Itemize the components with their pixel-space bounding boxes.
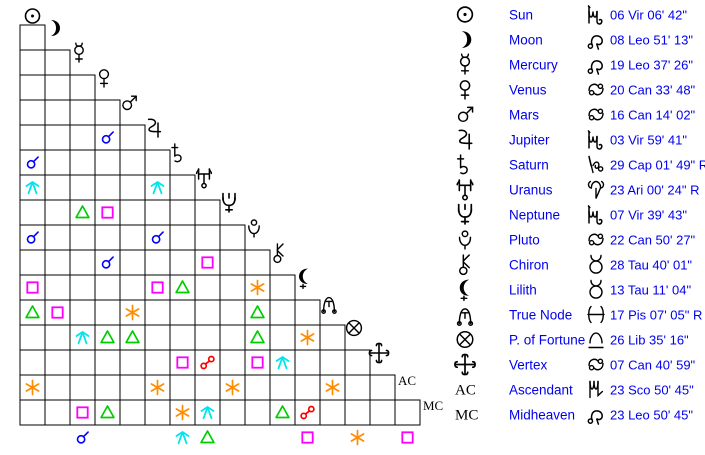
- svg-text:13 Tau 11' 04": 13 Tau 11' 04": [610, 283, 691, 298]
- svg-text:23 Ari 00' 24" R: 23 Ari 00' 24" R: [610, 183, 699, 198]
- svg-text:Moon: Moon: [509, 33, 543, 48]
- svg-text:Uranus: Uranus: [509, 183, 553, 198]
- svg-text:Pluto: Pluto: [509, 233, 540, 248]
- svg-text:Mercury: Mercury: [509, 58, 558, 73]
- svg-text:Sun: Sun: [509, 8, 533, 23]
- svg-text:29 Cap 01' 49" R: 29 Cap 01' 49" R: [610, 158, 705, 173]
- svg-text:Jupiter: Jupiter: [509, 133, 550, 148]
- svg-text:22 Can 50' 27": 22 Can 50' 27": [610, 233, 696, 248]
- svg-text:16 Can 14' 02": 16 Can 14' 02": [610, 108, 696, 123]
- svg-text:Neptune: Neptune: [509, 208, 560, 223]
- svg-text:07 Vir 39' 43": 07 Vir 39' 43": [610, 208, 687, 223]
- svg-text:07 Can 40' 59": 07 Can 40' 59": [610, 358, 696, 373]
- svg-text:08 Leo 51' 13": 08 Leo 51' 13": [610, 33, 693, 48]
- svg-text:23 Sco 50' 45": 23 Sco 50' 45": [610, 383, 694, 398]
- svg-text:Chiron: Chiron: [509, 258, 549, 273]
- svg-text:19 Leo 37' 26": 19 Leo 37' 26": [610, 58, 693, 73]
- svg-text:Ascendant: Ascendant: [509, 383, 573, 398]
- svg-text:MC: MC: [455, 408, 478, 424]
- svg-text:P. of Fortune: P. of Fortune: [509, 333, 585, 348]
- svg-text:26 Lib 35' 16": 26 Lib 35' 16": [610, 333, 689, 348]
- svg-text:20 Can 33' 48": 20 Can 33' 48": [610, 83, 696, 98]
- svg-text:23 Leo 50' 45": 23 Leo 50' 45": [610, 408, 693, 423]
- svg-text:AC: AC: [455, 383, 476, 399]
- svg-text:Vertex: Vertex: [509, 358, 548, 373]
- svg-text:Saturn: Saturn: [509, 158, 549, 173]
- svg-text:06 Vir 06' 42": 06 Vir 06' 42": [610, 8, 687, 23]
- svg-text:Lilith: Lilith: [509, 283, 537, 298]
- svg-text:28 Tau 40' 01": 28 Tau 40' 01": [610, 258, 692, 273]
- svg-text:03 Vir 59' 41": 03 Vir 59' 41": [610, 133, 687, 148]
- svg-text:Mars: Mars: [509, 108, 539, 123]
- svg-text:AC: AC: [398, 373, 416, 388]
- svg-text:True Node: True Node: [509, 308, 572, 323]
- svg-text:Venus: Venus: [509, 83, 547, 98]
- svg-text:17 Pis 07' 05" R: 17 Pis 07' 05" R: [610, 308, 702, 323]
- svg-text:Midheaven: Midheaven: [509, 408, 575, 423]
- svg-text:MC: MC: [423, 398, 443, 413]
